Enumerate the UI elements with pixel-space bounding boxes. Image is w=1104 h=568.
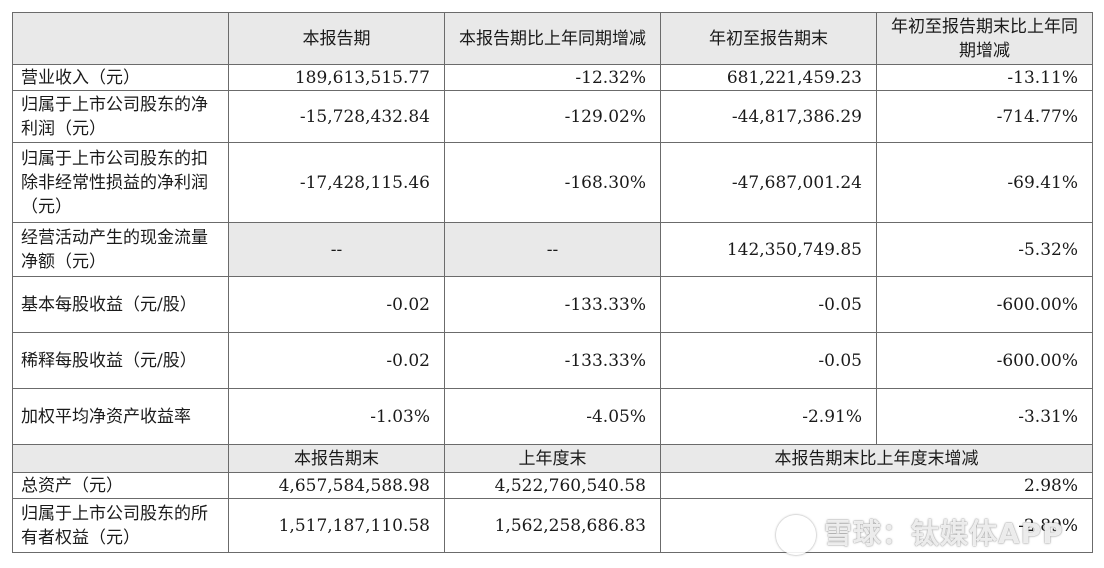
row-label: 经营活动产生的现金流量净额（元） xyxy=(12,222,229,277)
row-value-ytd: -44,817,386.29 xyxy=(660,90,877,143)
row-value-current-change: -4.05% xyxy=(444,388,661,445)
row-value-current: -0.02 xyxy=(228,332,445,389)
header-row: 本报告期 本报告期比上年同期增减 年初至报告期末 年初至报告期末比上年同期增减 xyxy=(12,12,1093,65)
row-value-current: -15,728,432.84 xyxy=(228,90,445,143)
table-row: 经营活动产生的现金流量净额（元） -- -- 142,350,749.85 -5… xyxy=(12,222,1093,277)
row-value-ytd-change: -3.31% xyxy=(876,388,1093,445)
watermark-text: 雪球：钛媒体APP xyxy=(824,517,1064,550)
row-value-period-end: 4,657,584,588.98 xyxy=(228,472,445,499)
header-ytd-yoy-change: 年初至报告期末比上年同期增减 xyxy=(876,12,1093,65)
header2-prior-year-end: 上年度末 xyxy=(444,444,661,473)
row-value-ytd-change: -5.32% xyxy=(876,222,1093,277)
table-row: 归属于上市公司股东的扣除非经常性损益的净利润（元） -17,428,115.46… xyxy=(12,142,1093,223)
row-value-current-change: -129.02% xyxy=(444,90,661,143)
row-value-current-change: -168.30% xyxy=(444,142,661,223)
row-value-ytd: -47,687,001.24 xyxy=(660,142,877,223)
row-value-current: -17,428,115.46 xyxy=(228,142,445,223)
header2-change: 本报告期末比上年度末增减 xyxy=(660,444,1093,473)
header-row-2: 本报告期末 上年度末 本报告期末比上年度末增减 xyxy=(12,444,1093,473)
row-label: 归属于上市公司股东的扣除非经常性损益的净利润（元） xyxy=(12,142,229,223)
row-value-current: 189,613,515.77 xyxy=(228,64,445,91)
row-value-ytd: 142,350,749.85 xyxy=(660,222,877,277)
header-blank-cell xyxy=(12,12,229,65)
row-value-ytd-change: -600.00% xyxy=(876,276,1093,333)
header-current-yoy-change: 本报告期比上年同期增减 xyxy=(444,12,661,65)
financial-summary-table: 本报告期 本报告期比上年同期增减 年初至报告期末 年初至报告期末比上年同期增减 … xyxy=(12,12,1093,553)
row-value-prior-year-end: 4,522,760,540.58 xyxy=(444,472,661,499)
row-value-change: -2.89% xyxy=(660,498,1093,553)
row-label: 总资产（元） xyxy=(12,472,229,499)
row-value-ytd-change: -13.11% xyxy=(876,64,1093,91)
row-value-current-change: -133.33% xyxy=(444,332,661,389)
row-value-ytd-change: -600.00% xyxy=(876,332,1093,389)
financial-table-container: 本报告期 本报告期比上年同期增减 年初至报告期末 年初至报告期末比上年同期增减 … xyxy=(12,12,1093,560)
row-label: 稀释每股收益（元/股） xyxy=(12,332,229,389)
row-value-ytd: 681,221,459.23 xyxy=(660,64,877,91)
table-row: 稀释每股收益（元/股） -0.02 -133.33% -0.05 -600.00… xyxy=(12,332,1093,389)
row-label: 基本每股收益（元/股） xyxy=(12,276,229,333)
row-value-ytd-change: -69.41% xyxy=(876,142,1093,223)
row-value-current: -- xyxy=(228,222,445,277)
row-value-change: 2.98% xyxy=(660,472,1093,499)
row-value-ytd: -0.05 xyxy=(660,276,877,333)
table-row: 加权平均净资产收益率 -1.03% -4.05% -2.91% -3.31% xyxy=(12,388,1093,445)
row-value-current: -0.02 xyxy=(228,276,445,333)
snowball-logo-icon xyxy=(776,515,816,555)
row-label: 加权平均净资产收益率 xyxy=(12,388,229,445)
row-value-current: -1.03% xyxy=(228,388,445,445)
watermark: 雪球：钛媒体APP xyxy=(776,512,1064,555)
table-row: 基本每股收益（元/股） -0.02 -133.33% -0.05 -600.00… xyxy=(12,276,1093,333)
row-value-prior-year-end: 1,562,258,686.83 xyxy=(444,498,661,553)
row-label: 归属于上市公司股东的净利润（元） xyxy=(12,90,229,143)
table-row: 营业收入（元） 189,613,515.77 -12.32% 681,221,4… xyxy=(12,64,1093,91)
row-label: 营业收入（元） xyxy=(12,64,229,91)
table-row: 归属于上市公司股东的净利润（元） -15,728,432.84 -129.02%… xyxy=(12,90,1093,143)
row-value-ytd: -0.05 xyxy=(660,332,877,389)
row-value-current-change: -133.33% xyxy=(444,276,661,333)
header2-period-end: 本报告期末 xyxy=(228,444,445,473)
header-ytd: 年初至报告期末 xyxy=(660,12,877,65)
table-row: 归属于上市公司股东的所有者权益（元） 1,517,187,110.58 1,56… xyxy=(12,498,1093,553)
header2-blank-cell xyxy=(12,444,229,473)
row-label: 归属于上市公司股东的所有者权益（元） xyxy=(12,498,229,553)
row-value-period-end: 1,517,187,110.58 xyxy=(228,498,445,553)
row-value-ytd: -2.91% xyxy=(660,388,877,445)
row-value-current-change: -- xyxy=(444,222,661,277)
row-value-current-change: -12.32% xyxy=(444,64,661,91)
header-current-period: 本报告期 xyxy=(228,12,445,65)
table-row: 总资产（元） 4,657,584,588.98 4,522,760,540.58… xyxy=(12,472,1093,499)
row-value-ytd-change: -714.77% xyxy=(876,90,1093,143)
